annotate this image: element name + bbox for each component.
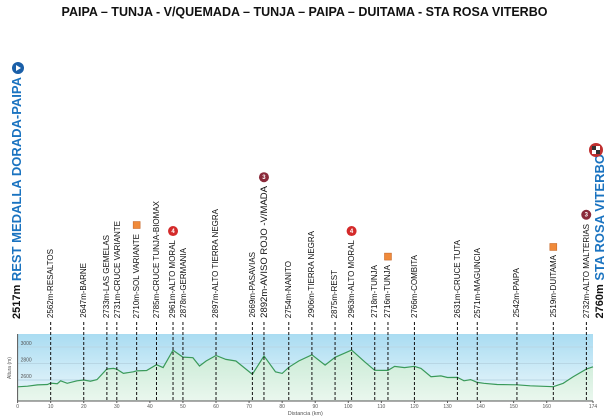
- climb-category-label: 3: [262, 175, 266, 181]
- waypoint-label: 2519m-DUITAMA: [548, 255, 558, 318]
- sprint-icon: [549, 243, 558, 251]
- x-tick-label: 140: [476, 404, 485, 410]
- x-tick-label: 70: [246, 404, 252, 410]
- x-tick-label: 130: [443, 404, 452, 410]
- climb-category-icon: [168, 226, 179, 237]
- elevation-line: [17, 349, 594, 388]
- climb-category-icon: [581, 209, 592, 220]
- climb-category-icon: [258, 172, 269, 183]
- waypoint-label: 2669m-PASAVIAS: [247, 252, 257, 318]
- x-tick-label: 20: [81, 404, 87, 410]
- waypoint-label: 2710m-SOL VARIANTE: [131, 233, 141, 318]
- x-tick-label: 160: [543, 404, 552, 410]
- y-tick-label: 2600: [21, 374, 32, 380]
- waypoint-label: 2754m-NANITO: [284, 260, 293, 318]
- climb-category-label: 4: [171, 229, 175, 235]
- waypoint-label: 2875m-REST: [330, 269, 340, 318]
- waypoint-label: 2906m-TIERRA NEGRA: [307, 231, 317, 318]
- waypoint-label: 2733m-LAS GEMELAS: [102, 234, 112, 318]
- x-tick-label: 120: [410, 404, 419, 410]
- waypoint-label: 2878m-GERMANIA: [178, 248, 188, 318]
- waypoint-label: 2731m-CRUCE VARIANTE: [112, 220, 122, 318]
- x-tick-label: 30: [114, 404, 120, 410]
- x-tick-label: 50: [180, 404, 186, 410]
- x-tick-label: 0: [16, 404, 19, 410]
- waypoint-label: 2961m-ALTO MORAL: [168, 240, 178, 318]
- x-axis-label: Distancia (km): [288, 411, 323, 417]
- start-arrow-glyph: [16, 65, 21, 71]
- page-title: PAIPA – TUNJA - V/QUEMADA – TUNJA – PAIP…: [61, 5, 548, 19]
- sprint-icon: [384, 252, 392, 261]
- waypoint-label: 2766m-COMBITA: [409, 255, 419, 318]
- climb-category-label: 3: [585, 213, 589, 219]
- waypoint-label: 2562m-RESALTOS: [45, 248, 55, 318]
- waypoint-label: 2571m-MAGUNCIA: [472, 247, 482, 318]
- x-tick-label: 40: [147, 404, 153, 410]
- x-tick-label: 80: [279, 404, 285, 410]
- x-tick-label: 100: [344, 404, 353, 410]
- waypoint-label: 2647m-BARNE: [79, 263, 88, 318]
- climb-category-icon: [346, 226, 357, 237]
- x-tick-label: 150: [509, 404, 518, 410]
- waypoint-label: 2897m-ALTO TIERRA NEGRA: [211, 209, 221, 318]
- y-tick-label: 3000: [21, 341, 32, 347]
- waypoint-label: 2631m-CRUCE TUTA: [452, 240, 462, 318]
- waypoint-label: 2718m-TUNJA: [370, 265, 379, 318]
- x-tick-label: 174: [589, 404, 598, 410]
- x-tick-label: 10: [48, 404, 54, 410]
- sprint-icon: [132, 221, 141, 229]
- waypoint-label: 2732m-ALTO MALTERIAS: [581, 223, 591, 318]
- waypoint-label: 2785m-CRUCE TUNJA-BIOMAX: [151, 200, 161, 318]
- elevation-area: [17, 350, 594, 401]
- x-tick-label: 90: [312, 404, 318, 410]
- waypoint-label: 2892m-AVISO ROJO -V/MADA: [258, 186, 270, 318]
- y-tick-label: 2800: [21, 358, 32, 364]
- y-axis-label: Altura (m): [7, 357, 13, 379]
- waypoint-label: 2542m-PAIPA: [512, 268, 522, 318]
- x-tick-label: 110: [377, 404, 385, 410]
- x-tick-label: 60: [213, 404, 219, 410]
- checkered-flag-icon: [589, 143, 603, 157]
- waypoint-label: 2963m-ALTO MORAL: [346, 240, 356, 318]
- waypoint-label: 2716m-TUNJA: [383, 265, 393, 318]
- climb-category-label: 4: [350, 229, 354, 235]
